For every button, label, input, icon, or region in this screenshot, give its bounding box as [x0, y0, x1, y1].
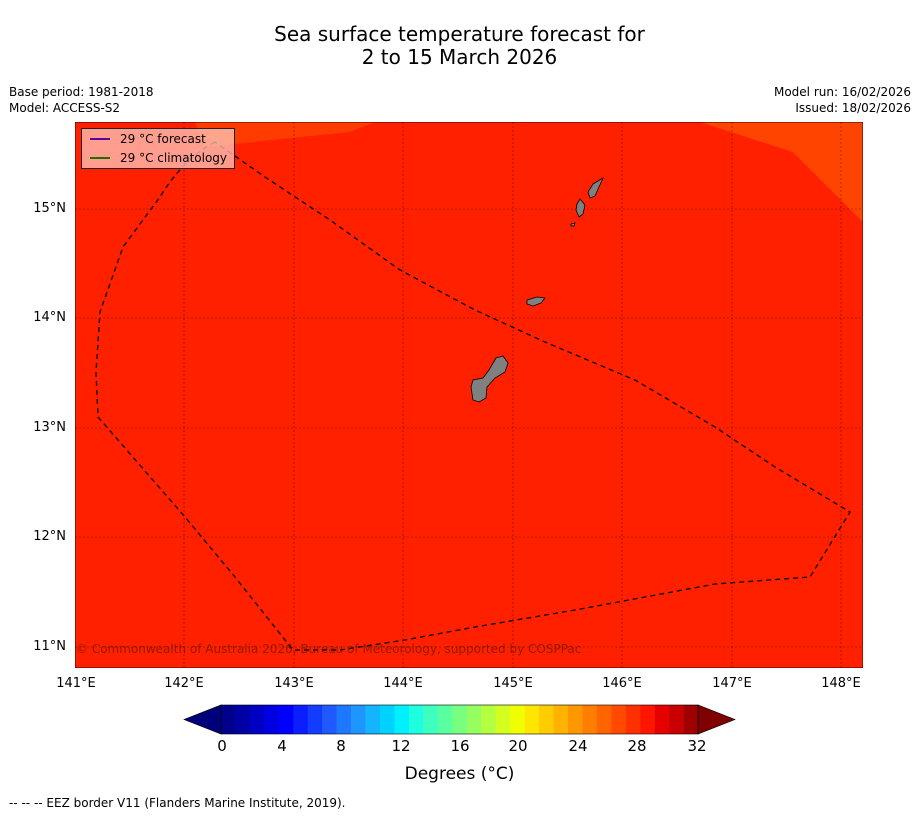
colorbar-cell	[380, 705, 395, 734]
colorbar-cells	[221, 705, 699, 734]
colorbar-cell	[553, 705, 569, 734]
lat-label-15n: 15°N	[33, 201, 66, 216]
colorbar-cell	[539, 705, 554, 734]
colorbar-cell	[596, 705, 612, 734]
colorbar-cell	[640, 705, 655, 734]
colorbar-cell	[683, 705, 699, 734]
colorbar-cell	[611, 705, 627, 734]
model-name: Model: ACCESS-S2	[9, 101, 121, 115]
colorbar-under-arrow	[183, 704, 222, 735]
longitude-gridlines	[183, 122, 842, 668]
lon-label-142e: 142°E	[164, 676, 204, 691]
colorbar-cell	[495, 705, 511, 734]
island-rota	[526, 296, 546, 307]
legend-forecast-label: 29 °C forecast	[120, 132, 206, 146]
colorbar-cell	[582, 705, 598, 734]
legend-climatology-row: 29 °C climatology	[90, 150, 227, 166]
colorbar-cell	[249, 705, 265, 734]
colorbar-cell	[408, 705, 424, 734]
island-aguijan	[570, 222, 576, 227]
legend-climatology-line	[90, 156, 110, 159]
lon-label-143e: 143°E	[274, 676, 314, 691]
colorbar-cell	[654, 705, 670, 734]
lat-label-13n: 13°N	[33, 420, 66, 435]
colorbar-tick-20: 20	[508, 737, 528, 755]
map-legend: 29 °C forecast 29 °C climatology	[81, 128, 235, 169]
lon-label-144e: 144°E	[383, 676, 423, 691]
colorbar-cell	[625, 705, 641, 734]
colorbar-cell	[423, 705, 439, 734]
sst-map	[75, 122, 863, 668]
colorbar-frame	[220, 704, 699, 735]
base-period: Base period: 1981-2018	[9, 85, 154, 99]
lat-label-11n: 11°N	[33, 639, 66, 654]
colorbar-title: Degrees (°C)	[404, 764, 515, 784]
eez-footnote: -- -- -- EEZ border V11 (Flanders Marine…	[9, 796, 346, 810]
colorbar-cell	[322, 705, 337, 734]
issued-date: Issued: 18/02/2026	[795, 101, 911, 115]
colorbar-cell	[264, 705, 280, 734]
colorbar-cell	[235, 705, 251, 734]
colorbar-tick-16: 16	[450, 737, 470, 755]
colorbar-tick-24: 24	[568, 737, 588, 755]
island-tinian	[575, 198, 586, 218]
colorbar-cell	[481, 705, 496, 734]
lon-label-141e: 141°E	[56, 676, 96, 691]
colorbar-cell	[394, 705, 410, 734]
colorbar-cell	[567, 705, 583, 734]
chart-title-line2: 2 to 15 March 2026	[361, 45, 558, 69]
lon-label-145e: 145°E	[493, 676, 533, 691]
colorbar-cell	[365, 705, 381, 734]
colorbar-cell	[351, 705, 366, 734]
colorbar-tick-32: 32	[687, 737, 707, 755]
colorbar-cell	[221, 705, 236, 734]
sea-surface-fill	[75, 122, 863, 668]
colorbar-over-arrow	[697, 704, 736, 735]
colorbar-cell	[437, 705, 453, 734]
colorbar-cell	[293, 705, 309, 734]
colorbar-tick-4: 4	[277, 737, 287, 755]
lon-label-148e: 148°E	[821, 676, 861, 691]
colorbar-cell	[336, 705, 352, 734]
colorbar-cell	[524, 705, 540, 734]
warm-band-corner	[700, 122, 863, 222]
colorbar-cell	[466, 705, 482, 734]
model-run: Model run: 16/02/2026	[773, 85, 911, 99]
colorbar-cell	[307, 705, 323, 734]
colorbar-cell	[452, 705, 468, 734]
colorbar-cell	[669, 705, 684, 734]
legend-forecast-line	[90, 137, 110, 140]
colorbar-tick-0: 0	[217, 737, 227, 755]
legend-climatology-label: 29 °C climatology	[120, 151, 228, 165]
lat-label-12n: 12°N	[33, 529, 66, 544]
colorbar-tick-12: 12	[391, 737, 411, 755]
chart-title-line1: Sea surface temperature forecast for	[274, 22, 645, 46]
lon-label-147e: 147°E	[712, 676, 752, 691]
colorbar-cell	[510, 705, 525, 734]
copyright-notice: © Commonwealth of Australia 2026, Bureau…	[76, 642, 582, 656]
lon-label-146e: 146°E	[602, 676, 642, 691]
island-guam	[470, 355, 509, 403]
colorbar	[183, 704, 736, 735]
legend-forecast-row: 29 °C forecast	[90, 131, 206, 147]
island-saipan	[587, 177, 604, 199]
colorbar-tick-28: 28	[627, 737, 647, 755]
lat-label-14n: 14°N	[33, 310, 66, 325]
latitude-gridlines	[75, 208, 863, 648]
colorbar-tick-8: 8	[336, 737, 346, 755]
colorbar-cell	[278, 705, 294, 734]
